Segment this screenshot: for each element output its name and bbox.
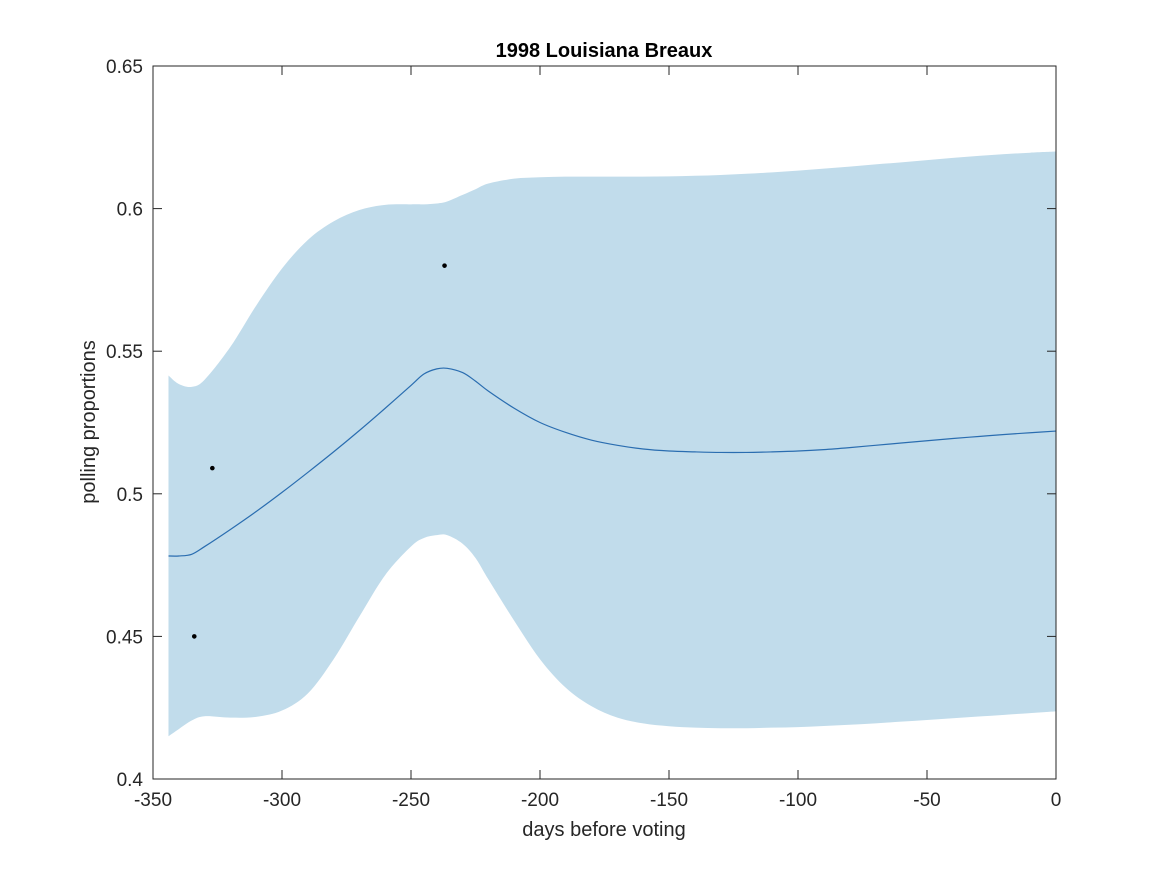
x-tick-label: -50 [913, 790, 940, 811]
x-tick-label: -150 [650, 790, 688, 811]
x-tick-label: -350 [134, 790, 172, 811]
observation-point [210, 465, 215, 471]
y-axis-label: polling proportions [78, 340, 100, 503]
y-tick-label: 0.45 [106, 627, 143, 648]
plot-frame [152, 65, 1057, 780]
x-tick-label: -250 [392, 790, 430, 811]
y-tick-label: 0.4 [117, 770, 144, 791]
observation-point [191, 634, 197, 639]
x-tick-label: -200 [521, 790, 559, 811]
observation-point [442, 263, 447, 268]
axes-layer: -350 -300 -250 -200 -150 -100 -50 0 0.4 0.45 0.5 0.… [106, 57, 1061, 811]
y-tick-label: 0.65 [106, 57, 143, 78]
observation-points-layer [191, 263, 447, 639]
x-axis-label: days before voting [522, 819, 685, 841]
mean-line [168, 367, 1057, 557]
y-tick-label: 0.55 [106, 342, 143, 363]
y-tick-label: 0.6 [117, 200, 143, 221]
y-tick-label: 0.5 [117, 485, 143, 506]
x-tick-label: 0 [1051, 790, 1062, 811]
x-tick-label: -100 [779, 790, 817, 811]
chart-title: 1998 Louisiana Breaux [496, 40, 713, 62]
x-tick-label: -300 [263, 790, 301, 811]
mean-line-layer [168, 367, 1057, 557]
